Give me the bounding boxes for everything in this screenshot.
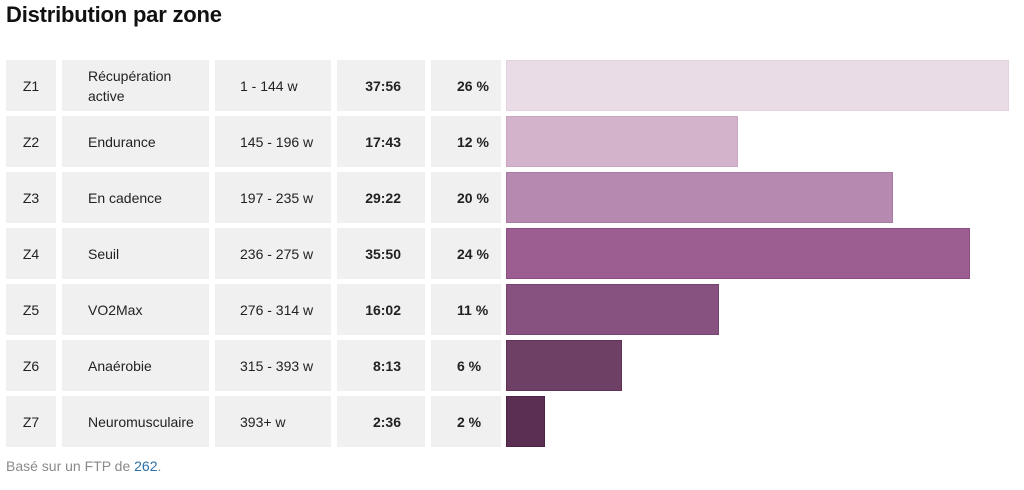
zone-bar (506, 60, 1009, 111)
zone-bar (506, 284, 719, 335)
ftp-value-link[interactable]: 262 (134, 458, 158, 474)
zone-label: Z2 (6, 116, 56, 167)
zone-power-range: 1 - 144 w (215, 60, 331, 111)
zone-name: Anaérobie (62, 340, 209, 391)
zone-power-range: 393+ w (215, 396, 331, 447)
zone-power-range: 276 - 314 w (215, 284, 331, 335)
ftp-note-suffix: . (157, 458, 162, 474)
zone-percent: 11 % (431, 284, 501, 335)
zone-time: 29:22 (337, 172, 425, 223)
zone-name: VO2Max (62, 284, 209, 335)
zone-bar (506, 228, 970, 279)
zone-row: Z7 Neuromusculaire 393+ w 2:36 2 % (6, 396, 1010, 447)
zone-name: Récupération active (62, 60, 209, 111)
zone-percent: 24 % (431, 228, 501, 279)
zone-name: Neuromusculaire (62, 396, 209, 447)
zone-percent: 26 % (431, 60, 501, 111)
zone-power-range: 236 - 275 w (215, 228, 331, 279)
zone-time: 17:43 (337, 116, 425, 167)
zone-label: Z3 (6, 172, 56, 223)
zone-percent: 6 % (431, 340, 501, 391)
zone-name: Endurance (62, 116, 209, 167)
zone-percent: 2 % (431, 396, 501, 447)
zone-bar (506, 340, 622, 391)
zone-bar (506, 396, 545, 447)
zone-bar (506, 172, 893, 223)
zone-power-range: 197 - 235 w (215, 172, 331, 223)
zone-row: Z1 Récupération active 1 - 144 w 37:56 26 % (6, 60, 1010, 111)
ftp-note-prefix: Basé sur un FTP de (6, 458, 135, 474)
zone-power-range: 145 - 196 w (215, 116, 331, 167)
zone-row: Z2 Endurance 145 - 196 w 17:43 12 % (6, 116, 1010, 167)
zone-time: 8:13 (337, 340, 425, 391)
zone-time: 35:50 (337, 228, 425, 279)
zone-name: Seuil (62, 228, 209, 279)
ftp-note: Basé sur un FTP de 262. (6, 458, 161, 474)
zone-bar (506, 116, 738, 167)
zone-row: Z5 VO2Max 276 - 314 w 16:02 11 % (6, 284, 1010, 335)
page-title: Distribution par zone (6, 2, 222, 27)
zone-time: 16:02 (337, 284, 425, 335)
zone-percent: 20 % (431, 172, 501, 223)
zone-label: Z7 (6, 396, 56, 447)
zone-row: Z6 Anaérobie 315 - 393 w 8:13 6 % (6, 340, 1010, 391)
zone-row: Z3 En cadence 197 - 235 w 29:22 20 % (6, 172, 1010, 223)
zone-label: Z1 (6, 60, 56, 111)
zone-label: Z4 (6, 228, 56, 279)
zone-label: Z6 (6, 340, 56, 391)
zone-time: 2:36 (337, 396, 425, 447)
zone-time: 37:56 (337, 60, 425, 111)
zone-row: Z4 Seuil 236 - 275 w 35:50 24 % (6, 228, 1010, 279)
zone-percent: 12 % (431, 116, 501, 167)
zone-power-range: 315 - 393 w (215, 340, 331, 391)
zone-name: En cadence (62, 172, 209, 223)
zone-label: Z5 (6, 284, 56, 335)
